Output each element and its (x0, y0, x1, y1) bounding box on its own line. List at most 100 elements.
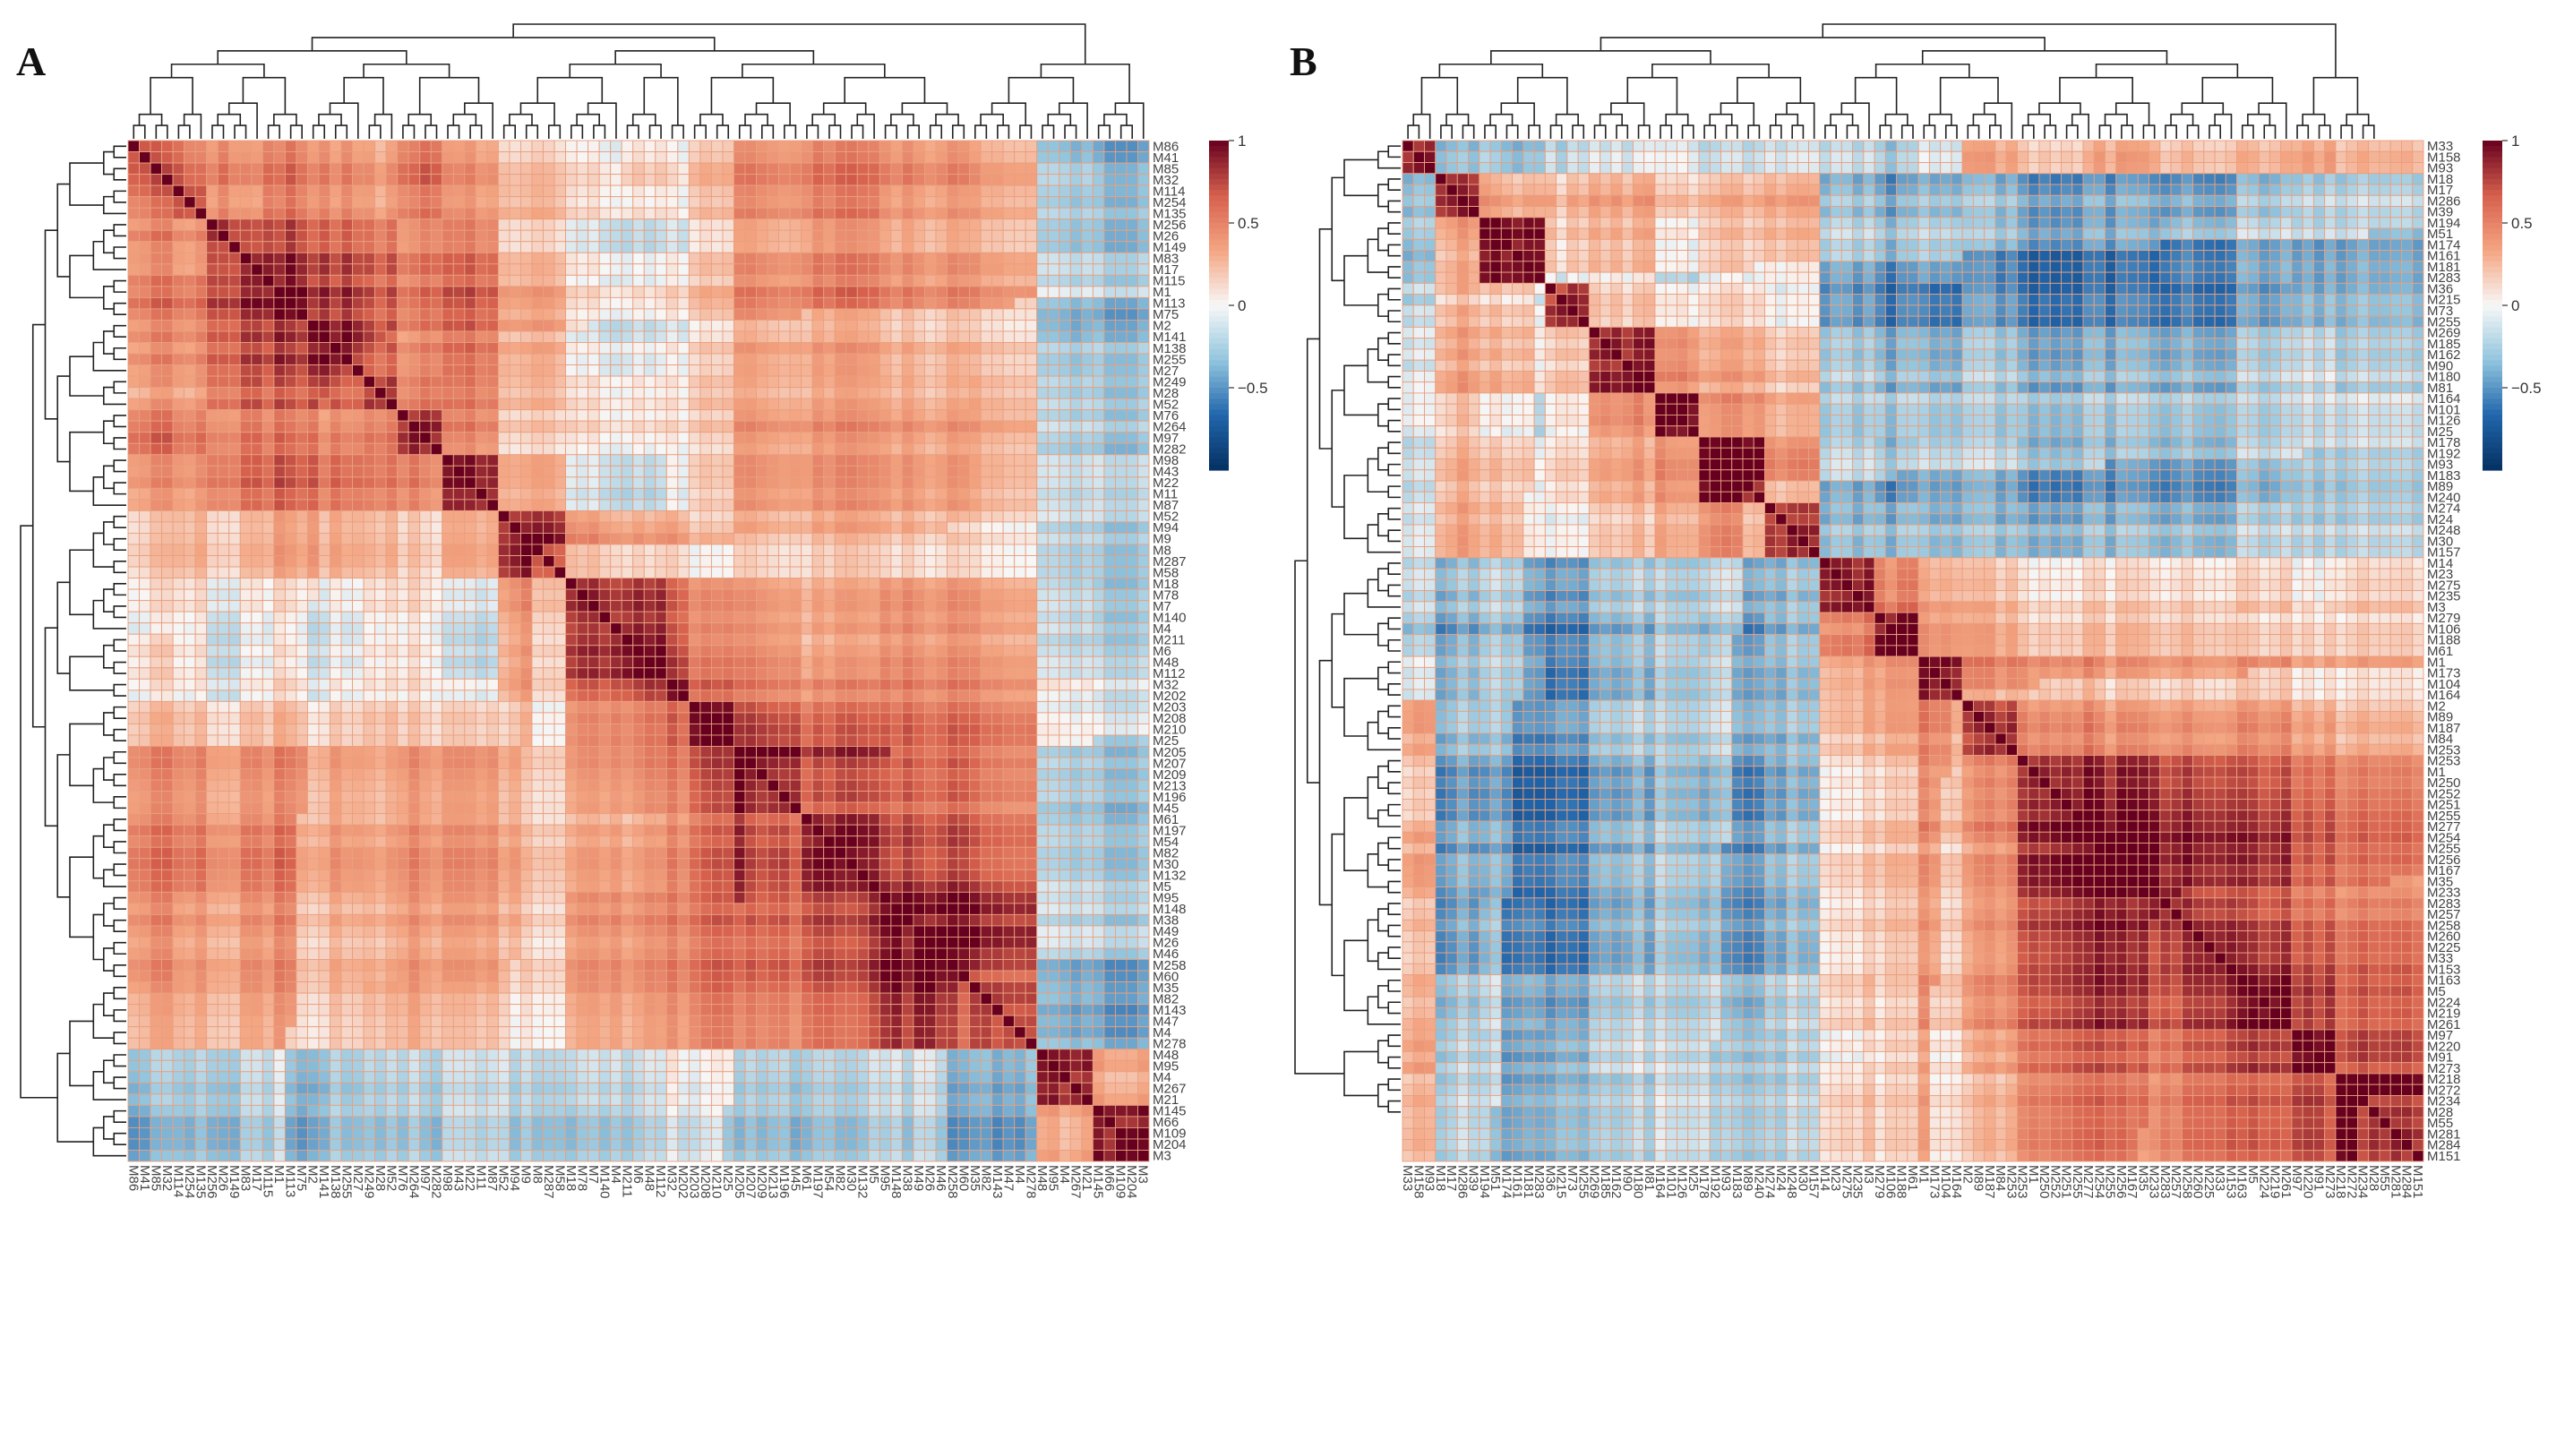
panel-a-heatmap-cell (913, 174, 925, 186)
panel-a-heatmap-cell (452, 319, 466, 332)
panel-a-heatmap-cell (543, 207, 555, 220)
panel-a-heatmap-cell (330, 398, 342, 411)
panel-a-heatmap-cell (868, 465, 880, 478)
panel-a-heatmap-cell (722, 364, 734, 377)
panel-a-heatmap-cell (194, 196, 208, 209)
panel-a-heatmap-cell (464, 398, 476, 411)
panel-a-heatmap-cell (710, 420, 724, 433)
panel-a-heatmap-cell (610, 432, 622, 444)
panel-a-heatmap-cell (969, 678, 982, 691)
panel-a-heatmap-cell (1059, 398, 1071, 411)
panel-a-heatmap-cell (228, 700, 241, 714)
panel-a-heatmap-cell (756, 712, 768, 724)
panel-a-heatmap-cell (330, 353, 342, 365)
panel-a-heatmap-cell (172, 454, 185, 467)
panel-a-heatmap-cell (318, 611, 330, 624)
panel-a-heatmap-cell (1059, 622, 1071, 635)
panel-a-heatmap-cell (610, 487, 622, 501)
panel-a-heatmap-cell (643, 387, 656, 399)
panel-a-heatmap-cell (284, 678, 297, 691)
panel-a-heatmap-cell (756, 364, 768, 377)
panel-a-heatmap-cell (801, 600, 813, 612)
panel-a-heatmap-cell (610, 622, 622, 635)
panel-a-heatmap-cell (306, 353, 320, 365)
panel-a-heatmap-cell (1059, 387, 1071, 399)
panel-a-heatmap-cell (665, 286, 679, 298)
panel-a-heatmap-cell (845, 667, 858, 680)
panel-a-heatmap-cell (407, 286, 421, 298)
panel-a-heatmap-cell (778, 364, 791, 377)
panel-a-heatmap-cell (733, 308, 746, 321)
panel-a-heatmap-cell (340, 241, 353, 253)
panel-a-heatmap-cell (1036, 151, 1049, 164)
panel-a-heatmap-cell (284, 700, 297, 714)
panel-a-heatmap-cell (969, 432, 982, 444)
panel-a-heatmap-cell (598, 274, 612, 287)
panel-a-heatmap-cell (139, 689, 151, 702)
panel-a-heatmap-cell (1081, 611, 1094, 624)
panel-a-heatmap-cell (1036, 734, 1049, 747)
panel-a-heatmap-cell (1114, 465, 1128, 478)
panel-a-heatmap-cell (363, 140, 376, 152)
panel-a-heatmap-cell (217, 252, 230, 265)
panel-a-heatmap-cell (139, 655, 151, 669)
panel-a-heatmap-cell (834, 622, 847, 635)
panel-a-heatmap-cell (991, 140, 1004, 152)
panel-a-heatmap-cell (486, 588, 499, 602)
panel-a-heatmap-cell (1103, 723, 1116, 736)
panel-a-heatmap-cell (665, 454, 679, 467)
panel-a-heatmap-cell (1103, 544, 1116, 556)
panel-a-heatmap-cell (677, 645, 690, 657)
panel-a-heatmap-cell (1126, 387, 1138, 399)
panel-a-heatmap-cell (475, 420, 488, 433)
panel-a-heatmap-cell (161, 588, 174, 602)
panel-a-heatmap-cell (318, 645, 330, 657)
panel-a-heatmap-cell (397, 678, 409, 691)
panel-a-heatmap-cell (296, 218, 308, 231)
panel-a-heatmap-cell (1126, 454, 1138, 467)
panel-a-heatmap-cell (823, 196, 836, 209)
panel-a-heatmap-cell (901, 196, 914, 209)
panel-a-heatmap-cell (991, 734, 1004, 747)
panel-a-heatmap-cell (767, 746, 780, 758)
panel-a-heatmap-cell (318, 375, 330, 389)
panel-a-heatmap-cell (811, 667, 825, 680)
panel-a-heatmap-cell (497, 578, 510, 590)
panel-a-heatmap-cell (363, 432, 376, 444)
panel-a-heatmap-cell (262, 286, 275, 298)
panel-a-heatmap-cell (1036, 286, 1049, 298)
panel-a-heatmap-cell (363, 622, 376, 635)
panel-a-heatmap-cell (194, 330, 208, 343)
panel-a-heatmap-cell (217, 633, 230, 647)
panel-a-heatmap-cell (127, 409, 140, 422)
panel-a-heatmap-cell (688, 387, 701, 399)
panel-a-heatmap-cell (139, 678, 151, 691)
panel-a-heatmap-cell (845, 746, 858, 758)
panel-a-heatmap-cell (1092, 330, 1105, 343)
panel-a-heatmap-cell (127, 342, 140, 355)
panel-a-heatmap-cell (497, 184, 510, 198)
panel-a-heatmap-cell (643, 600, 656, 612)
panel-a-heatmap-cell (430, 263, 443, 276)
panel-a-heatmap-cell (206, 723, 219, 736)
panel-a-heatmap-cell (172, 174, 185, 186)
panel-a-heatmap-cell (1059, 476, 1071, 489)
panel-a-heatmap-cell (374, 746, 387, 758)
panel-a-heatmap-cell (127, 544, 140, 556)
panel-a-heatmap-cell (756, 330, 768, 343)
panel-a-heatmap-cell (677, 600, 690, 612)
panel-a-heatmap-cell (845, 555, 858, 568)
panel-a-heatmap-cell (497, 611, 510, 624)
panel-a-heatmap-cell (531, 420, 544, 433)
panel-a-heatmap-cell (273, 263, 286, 276)
panel-a-heatmap-cell (823, 465, 836, 478)
panel-a-heatmap-cell (655, 387, 667, 399)
panel-a-heatmap-cell (497, 342, 510, 355)
panel-a-heatmap-cell (733, 611, 746, 624)
panel-a-heatmap-cell (1059, 375, 1071, 389)
panel-a-heatmap-cell (374, 218, 387, 231)
panel-a-heatmap-cell (655, 723, 667, 736)
panel-a-heatmap-cell (553, 353, 567, 365)
panel-a-heatmap-cell (710, 499, 724, 511)
panel-a-heatmap-cell (868, 330, 880, 343)
